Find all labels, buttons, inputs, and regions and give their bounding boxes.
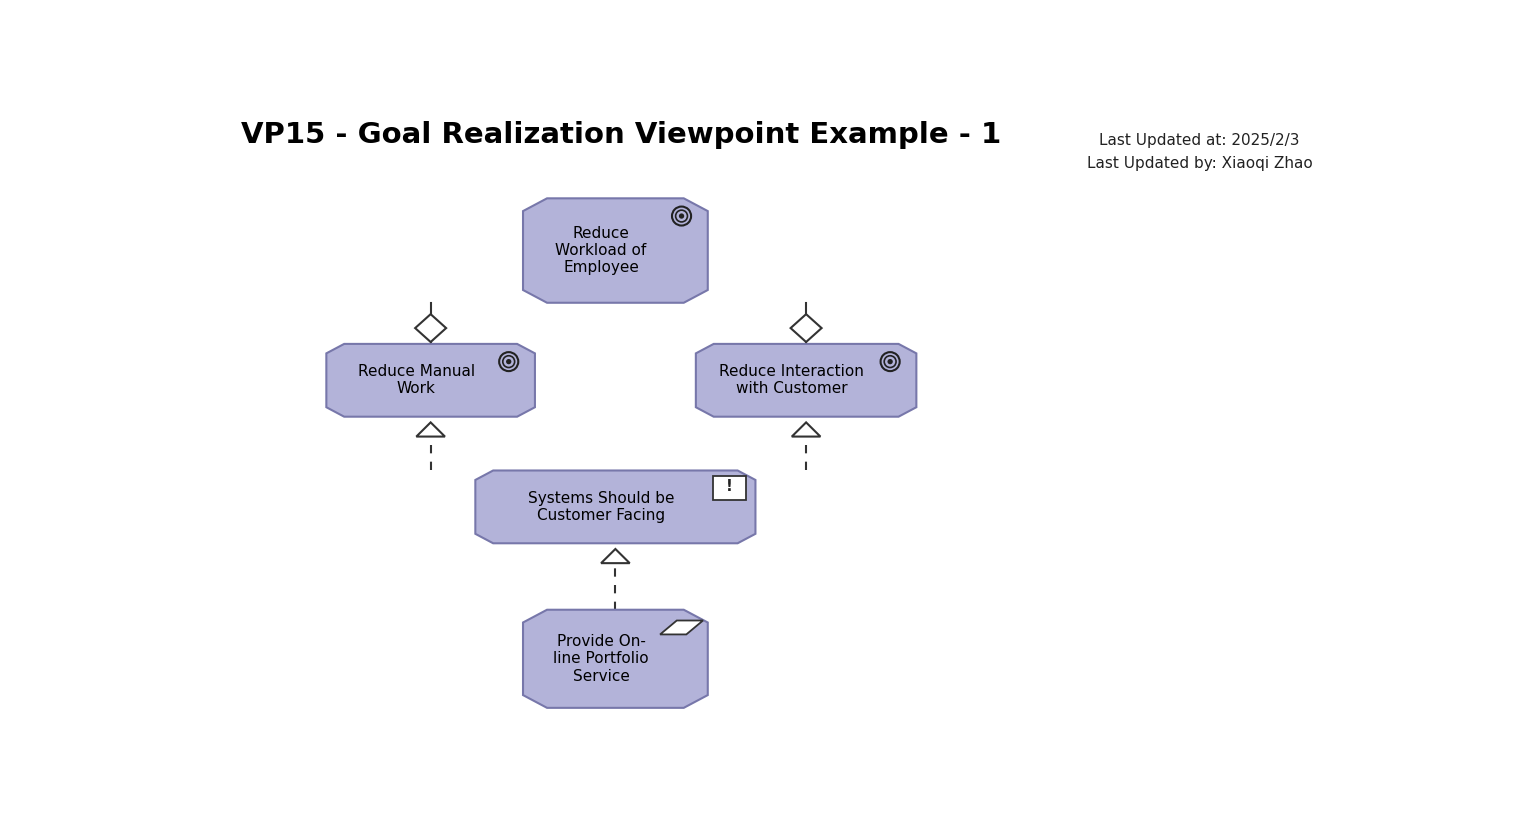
Polygon shape <box>791 314 821 342</box>
FancyBboxPatch shape <box>712 476 746 501</box>
Ellipse shape <box>506 359 512 364</box>
Polygon shape <box>326 344 535 417</box>
Text: Reduce Manual
Work: Reduce Manual Work <box>358 364 475 396</box>
Polygon shape <box>415 314 446 342</box>
Polygon shape <box>695 344 917 417</box>
Text: Systems Should be
Customer Facing: Systems Should be Customer Facing <box>528 491 674 523</box>
Text: !: ! <box>726 479 732 495</box>
Polygon shape <box>417 423 444 436</box>
Polygon shape <box>475 470 755 543</box>
Text: Last Updated by: Xiaoqi Zhao: Last Updated by: Xiaoqi Zhao <box>1086 155 1312 171</box>
Polygon shape <box>523 610 707 708</box>
Polygon shape <box>523 198 707 302</box>
Polygon shape <box>792 423 820 436</box>
Text: VP15 - Goal Realization Viewpoint Example - 1: VP15 - Goal Realization Viewpoint Exampl… <box>241 121 1001 149</box>
Ellipse shape <box>678 214 684 219</box>
Ellipse shape <box>887 359 894 364</box>
Text: Provide On-
line Portfolio
Service: Provide On- line Portfolio Service <box>554 634 649 684</box>
Polygon shape <box>660 621 703 635</box>
Text: Reduce
Workload of
Employee: Reduce Workload of Employee <box>555 226 646 275</box>
Text: Reduce Interaction
with Customer: Reduce Interaction with Customer <box>720 364 864 396</box>
Text: Last Updated at: 2025/2/3: Last Updated at: 2025/2/3 <box>1100 133 1300 149</box>
Polygon shape <box>601 549 629 563</box>
